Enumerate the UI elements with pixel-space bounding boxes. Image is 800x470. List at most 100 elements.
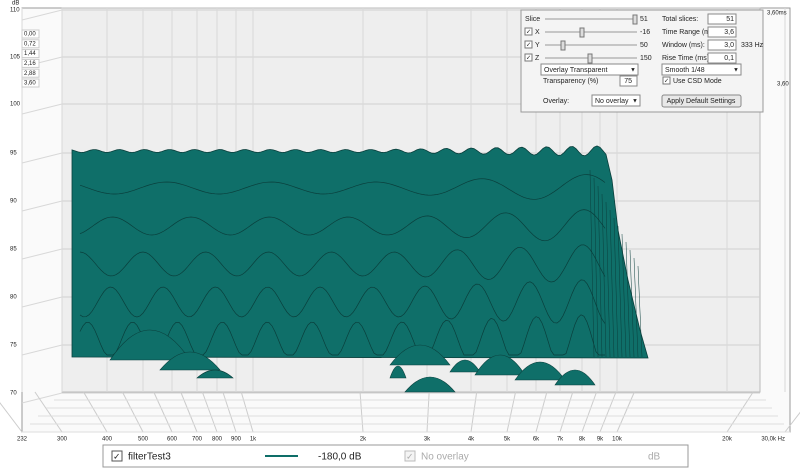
x-tick-label: 7k (557, 437, 564, 443)
x-tick-label: 232 (17, 437, 28, 443)
grid-line (559, 391, 574, 433)
grid-line (21, 296, 63, 308)
x-tick-label: 600 (167, 437, 178, 443)
surface-contour (79, 279, 606, 324)
spinbox[interactable] (619, 75, 638, 87)
check: ✓ (526, 30, 531, 36)
grid-line (21, 248, 63, 260)
time-tick-label: 2,88 (24, 71, 36, 77)
checkbox[interactable] (404, 450, 416, 462)
surface-slice (609, 209, 615, 358)
grid-line (180, 391, 198, 433)
level: -180,0 dB (318, 452, 362, 463)
spinbox[interactable] (707, 52, 737, 64)
dropdown[interactable] (591, 94, 641, 107)
x-tick-label: 1k (250, 437, 257, 443)
x-tick-label: 900 (231, 437, 242, 443)
label: Transparency (%) (543, 78, 598, 85)
x-tick-label: 3k (424, 437, 431, 443)
surface-contour (79, 174, 606, 200)
surface-ripple (389, 344, 451, 366)
label: Rise Time (ms): (662, 55, 711, 62)
value: 51 (726, 16, 734, 23)
label: Slice (525, 16, 540, 23)
value: 50 (640, 42, 648, 49)
grid-line (21, 152, 63, 164)
arrow: ▼ (632, 99, 638, 105)
x-tick-label: 800 (212, 437, 223, 443)
check: ✓ (526, 43, 531, 49)
surface-slice (597, 185, 603, 358)
slider-thumb[interactable] (579, 27, 585, 38)
time-tick-label: 0,72 (24, 41, 36, 47)
surface-contour (79, 244, 606, 283)
dropdown[interactable] (540, 63, 639, 76)
label: Y (535, 42, 540, 49)
grid-line (506, 391, 517, 433)
arrow: ▼ (733, 68, 739, 74)
grid-line (0, 402, 23, 433)
checkbox[interactable] (524, 40, 533, 49)
x-tick-label: 5k (504, 437, 511, 443)
surface-slice (637, 265, 643, 358)
label: Total slices: (662, 16, 698, 23)
surface-body (71, 145, 649, 359)
x-tick-label: 4k (468, 437, 475, 443)
time-end-label: 3,60ms (767, 11, 787, 17)
time-tick-label: 0,00 (24, 32, 36, 38)
y-tick-label: 80 (10, 295, 17, 301)
grid-line (599, 391, 617, 433)
grid-line (240, 391, 254, 433)
x-tick-label: 20k (722, 437, 733, 443)
slider-thumb[interactable] (560, 40, 566, 51)
apply-button[interactable] (661, 94, 742, 108)
checkbox[interactable] (111, 450, 123, 462)
checkbox[interactable] (524, 27, 533, 36)
grid-line (470, 391, 478, 433)
checkbox[interactable] (524, 53, 533, 62)
surface-ripple (554, 369, 596, 386)
dropdown[interactable] (661, 63, 742, 76)
grid-line (83, 391, 108, 433)
time-label-box (21, 58, 40, 68)
label: Use CSD Mode (673, 78, 722, 85)
grid-line (426, 391, 430, 433)
label: Overlay: (543, 98, 569, 105)
label: X (535, 29, 540, 36)
x-tick-label: 8k (579, 437, 586, 443)
x-tick-label: 700 (192, 437, 203, 443)
slider-thumb[interactable] (587, 53, 593, 64)
x-tick-label: 300 (57, 437, 68, 443)
spinbox[interactable] (707, 26, 737, 38)
dropdown-text: Smooth 1/48 (665, 67, 705, 74)
spinbox[interactable] (707, 39, 737, 51)
grid-line (784, 411, 800, 433)
surface-slice (617, 225, 623, 358)
surface-slice (601, 193, 607, 358)
y-unit: dB (12, 1, 19, 7)
spinbox[interactable] (707, 13, 737, 25)
value: 3,0 (724, 42, 734, 49)
grid-line (121, 391, 144, 433)
y-tick-label: 110 (10, 8, 20, 14)
time-label-box (21, 39, 40, 49)
grid-line (21, 9, 63, 21)
check: ✓ (406, 451, 414, 461)
label: Time Range (ms): (662, 29, 718, 36)
surface-slice (621, 233, 627, 358)
surface-ripple (389, 365, 407, 379)
time-tick-label: 2,16 (24, 61, 36, 67)
grid-line (222, 391, 237, 433)
y-tick-label: 90 (10, 199, 17, 205)
measurement-name[interactable]: filterTest3 (128, 452, 171, 463)
y-tick-label: 75 (10, 343, 17, 349)
grid-line (21, 200, 63, 212)
surface-ripple (196, 369, 234, 379)
time-tick-label: 3,60 (24, 81, 36, 87)
slider-thumb[interactable] (632, 14, 638, 25)
surface-slice (593, 177, 599, 358)
value: 51 (640, 16, 648, 23)
grid-line (616, 391, 635, 433)
surface-slice (613, 217, 619, 358)
checkbox[interactable] (662, 76, 671, 85)
